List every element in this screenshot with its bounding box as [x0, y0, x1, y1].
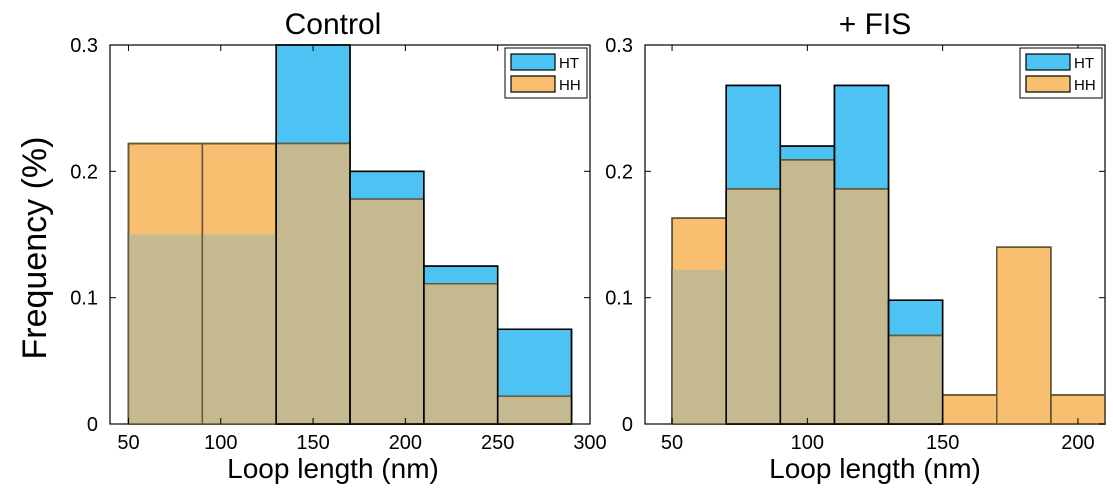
fis-legend-swatch-ht [1025, 53, 1071, 71]
fis-panel: + FIS Loop length (nm) 50 100 150 200 0 0.1 0.… [605, 8, 1106, 484]
control-overlap-bar [350, 199, 424, 424]
fis-x-tick-label: 200 [1061, 432, 1094, 454]
fis-hh-bar [996, 246, 1052, 425]
control-y-tick-label: 0.1 [70, 288, 98, 310]
control-overlap-bar [423, 283, 498, 424]
fis-x-tick-label: 50 [661, 432, 683, 454]
fis-y-tick-label: 0.1 [605, 288, 633, 310]
fis-overlap-bar [780, 159, 835, 425]
fis-panel-title: + FIS [839, 8, 912, 41]
fis-overlap-bar [834, 189, 889, 424]
control-x-tick-label: 50 [117, 432, 139, 454]
fis-y-tick-label: 0.3 [605, 35, 633, 57]
control-panel: Control Loop length (nm) 50 100 150 200 250 3… [70, 8, 607, 484]
fis-y-tick-label: 0 [622, 414, 633, 436]
control-y-tick-label: 0.3 [70, 35, 98, 57]
fis-hh-bar-outline [996, 246, 1052, 425]
fis-ht-bar-outline [833, 84, 890, 425]
control-legend-label-hh: HH [559, 77, 581, 94]
fis-hh-bar [941, 394, 998, 425]
fis-x-tick-label: 150 [926, 432, 959, 454]
fis-legend-label-hh: HH [1074, 77, 1096, 94]
control-x-tick-label: 150 [296, 432, 329, 454]
fis-x-tick-label: 100 [791, 432, 824, 454]
fis-legend: HT HH [1019, 47, 1103, 99]
control-x-tick-label: 300 [573, 432, 606, 454]
control-legend-swatch-hh [510, 75, 556, 93]
fis-overlap-bar [888, 335, 943, 424]
fis-legend-swatch-hh [1025, 75, 1071, 93]
control-panel-x-axis-label: Loop length (nm) [227, 453, 439, 484]
control-legend-label-ht: HT [559, 55, 579, 72]
fis-overlap-bar [726, 189, 781, 424]
y-axis-label: Frequency (%) [16, 137, 54, 360]
control-legend: HT HH [504, 47, 588, 99]
control-x-tick-label: 250 [481, 432, 514, 454]
fis-ht-bar-outline [887, 299, 944, 425]
control-x-tick-label: 100 [204, 432, 237, 454]
control-overlap-bar [202, 234, 277, 424]
control-x-tick-label: 200 [389, 432, 422, 454]
control-overlap-bar [128, 234, 203, 424]
control-panel-title: Control [285, 8, 382, 41]
control-ht-bar-outline [496, 328, 573, 425]
fis-y-tick-label: 0.2 [605, 161, 633, 183]
control-y-tick-label: 0.2 [70, 161, 98, 183]
control-overlap-bar [497, 396, 572, 424]
control-legend-swatch-ht [510, 53, 556, 71]
fis-panel-x-axis-label: Loop length (nm) [769, 453, 981, 484]
fis-overlap-bar [672, 269, 727, 424]
control-overlap-bar [276, 143, 350, 425]
control-y-tick-label: 0 [87, 414, 98, 436]
fis-legend-label-ht: HT [1074, 55, 1094, 72]
